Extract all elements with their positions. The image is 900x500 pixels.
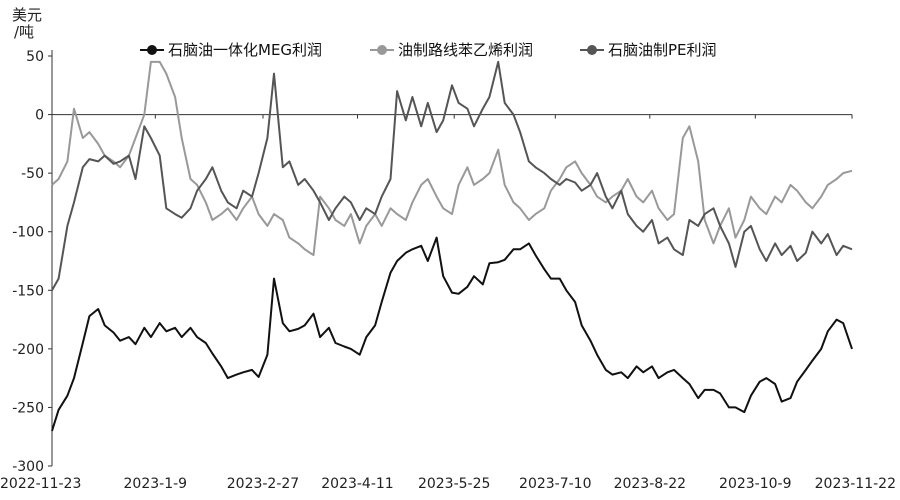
- legend-label-3: 石脑油制PE利润: [608, 41, 717, 59]
- y-tick-label: -250: [12, 400, 44, 416]
- x-tick-label: 2023-8-22: [614, 476, 686, 492]
- x-tick-label: 2023-5-25: [418, 476, 490, 492]
- x-tick-label: 2023-2-27: [227, 476, 299, 492]
- legend-marker-1: [147, 45, 157, 55]
- y-tick-label: 0: [35, 108, 44, 124]
- x-tick-label: 2023-11-22: [815, 476, 896, 492]
- x-tick-label: 2023-1-9: [124, 476, 188, 492]
- legend-label-1: 石脑油一体化MEG利润: [168, 41, 322, 59]
- y-axis-unit-label: 美元: [12, 6, 42, 24]
- legend: 石脑油一体化MEG利润 油制路线苯乙烯利润 石脑油制PE利润: [140, 41, 717, 59]
- legend-label-2: 油制路线苯乙烯利润: [398, 41, 533, 59]
- y-tick-label: -300: [12, 459, 44, 475]
- y-tick-label: -100: [12, 225, 44, 241]
- y-axis-unit-label-line2: /吨: [14, 23, 34, 41]
- y-tick-label: -150: [12, 283, 44, 299]
- series-line-2: [51, 60, 853, 257]
- x-tick-label: 2022-11-23: [0, 476, 81, 492]
- legend-marker-2: [377, 45, 387, 55]
- y-tick-label: -200: [12, 342, 44, 358]
- y-tick-label: 50: [26, 49, 44, 65]
- legend-marker-3: [587, 45, 597, 55]
- series-layer: [51, 60, 853, 432]
- x-tick-label: 2023-7-10: [519, 476, 591, 492]
- x-tick-label: 2023-4-11: [321, 476, 393, 492]
- y-tick-label: -50: [21, 166, 44, 182]
- series-line-1: [51, 236, 853, 432]
- series-line-3: [51, 60, 853, 291]
- x-tick-label: 2023-10-9: [719, 476, 791, 492]
